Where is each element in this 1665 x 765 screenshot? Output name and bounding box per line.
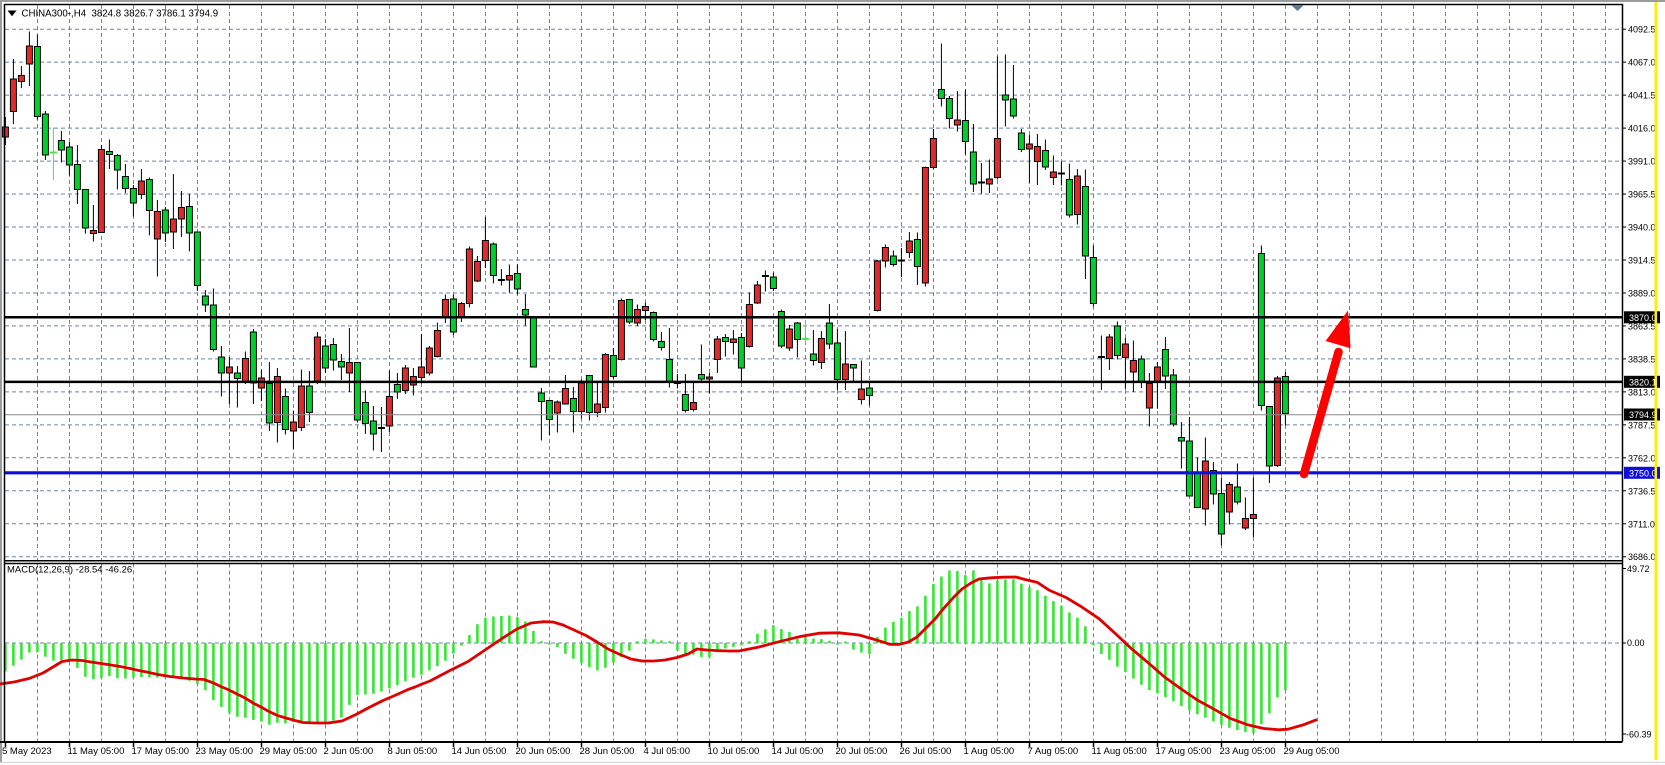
svg-text:3870.0: 3870.0 xyxy=(1629,313,1657,323)
svg-text:3813.0: 3813.0 xyxy=(1628,387,1656,397)
svg-text:49.72: 49.72 xyxy=(1627,564,1650,574)
svg-text:23 Aug 05:00: 23 Aug 05:00 xyxy=(1220,746,1276,757)
svg-text:3991.0: 3991.0 xyxy=(1628,157,1656,167)
svg-text:20 Jul 05:00: 20 Jul 05:00 xyxy=(836,746,888,757)
svg-text:4092.5: 4092.5 xyxy=(1628,25,1656,35)
svg-text:3965.5: 3965.5 xyxy=(1628,190,1656,200)
svg-text:28 Jun 05:00: 28 Jun 05:00 xyxy=(580,746,635,757)
svg-text:0.00: 0.00 xyxy=(1627,638,1645,648)
svg-text:5 May 2023: 5 May 2023 xyxy=(2,746,52,757)
svg-text:14 Jul 05:00: 14 Jul 05:00 xyxy=(772,746,824,757)
svg-text:3838.5: 3838.5 xyxy=(1628,354,1656,364)
svg-text:CHINA300-,H4 3824.8 3826.7 37: CHINA300-,H4 3824.8 3826.7 3786.1 3794.9 xyxy=(22,8,219,19)
svg-text:8 Jun 05:00: 8 Jun 05:00 xyxy=(388,746,438,757)
svg-text:3686.0: 3686.0 xyxy=(1628,552,1656,562)
svg-text:4041.5: 4041.5 xyxy=(1628,91,1656,101)
svg-text:11 May 05:00: 11 May 05:00 xyxy=(68,746,125,757)
svg-text:20 Jun 05:00: 20 Jun 05:00 xyxy=(516,746,571,757)
svg-text:29 Aug 05:00: 29 Aug 05:00 xyxy=(1284,746,1340,757)
svg-text:3736.5: 3736.5 xyxy=(1628,486,1656,496)
svg-text:3820.1: 3820.1 xyxy=(1629,377,1657,387)
svg-text:26 Jul 05:00: 26 Jul 05:00 xyxy=(900,746,952,757)
svg-text:3889.0: 3889.0 xyxy=(1628,288,1656,298)
svg-text:3914.5: 3914.5 xyxy=(1628,255,1656,265)
svg-text:3750.0: 3750.0 xyxy=(1629,468,1657,478)
svg-text:4067.0: 4067.0 xyxy=(1628,58,1656,68)
svg-text:3762.0: 3762.0 xyxy=(1628,453,1656,463)
svg-text:2 Jun 05:00: 2 Jun 05:00 xyxy=(324,746,374,757)
svg-text:4016.0: 4016.0 xyxy=(1628,124,1656,134)
svg-text:4 Jul 05:00: 4 Jul 05:00 xyxy=(644,746,690,757)
svg-text:3711.0: 3711.0 xyxy=(1628,519,1655,529)
svg-text:17 May 05:00: 17 May 05:00 xyxy=(132,746,190,757)
svg-text:17 Aug 05:00: 17 Aug 05:00 xyxy=(1156,746,1212,757)
svg-text:14 Jun 05:00: 14 Jun 05:00 xyxy=(452,746,507,757)
svg-text:10 Jul 05:00: 10 Jul 05:00 xyxy=(708,746,760,757)
svg-text:3794.9: 3794.9 xyxy=(1629,410,1657,420)
svg-text:-60.39: -60.39 xyxy=(1626,730,1652,740)
svg-text:1 Aug 05:00: 1 Aug 05:00 xyxy=(964,746,1015,757)
svg-text:29 May 05:00: 29 May 05:00 xyxy=(260,746,318,757)
svg-text:3940.0: 3940.0 xyxy=(1628,223,1656,233)
svg-text:7 Aug 05:00: 7 Aug 05:00 xyxy=(1028,746,1079,757)
svg-text:23 May 05:00: 23 May 05:00 xyxy=(196,746,254,757)
svg-text:11 Aug 05:00: 11 Aug 05:00 xyxy=(1092,746,1147,757)
svg-text:3787.5: 3787.5 xyxy=(1628,420,1656,430)
svg-text:3863.5: 3863.5 xyxy=(1628,321,1656,331)
svg-text:MACD(12,26,9) -28.54 -46.26: MACD(12,26,9) -28.54 -46.26 xyxy=(7,565,132,576)
